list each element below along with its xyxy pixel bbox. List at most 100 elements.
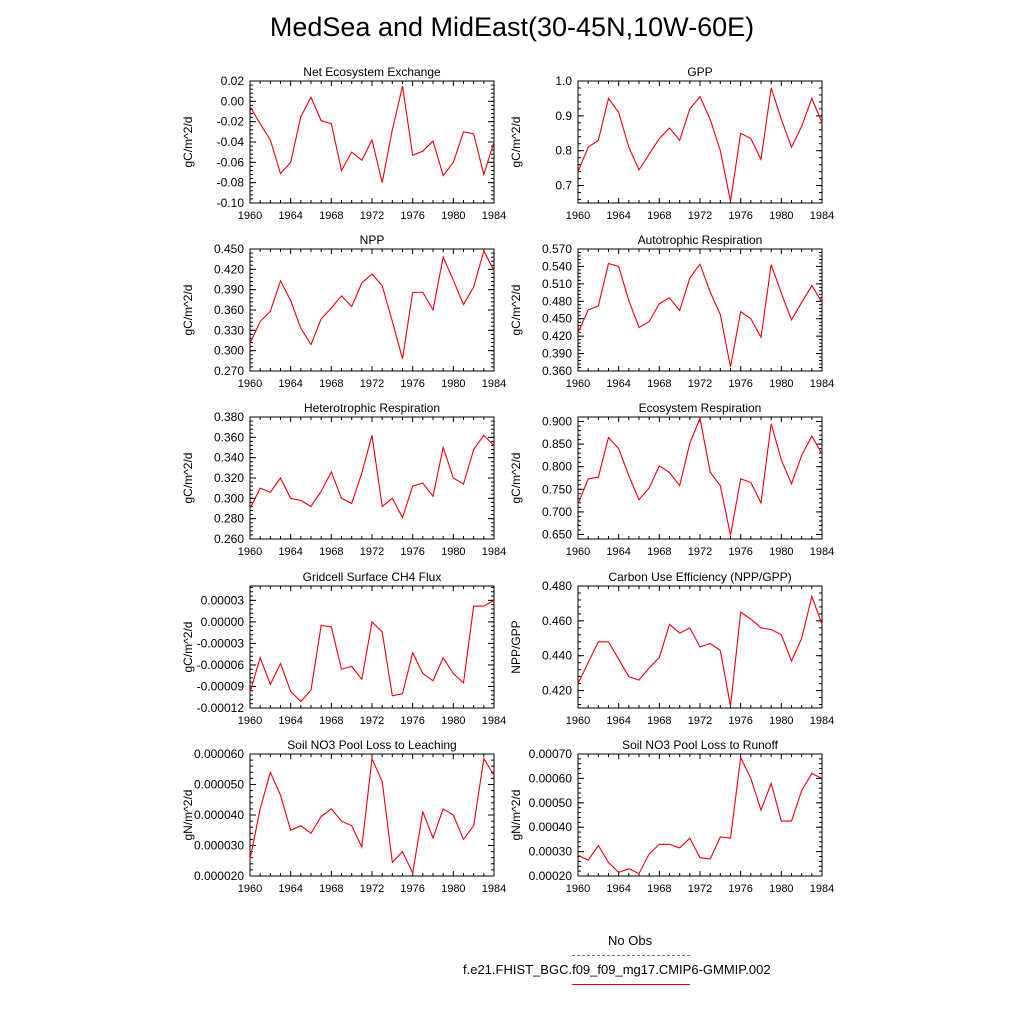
- x-tick-label: 1972: [360, 715, 384, 727]
- x-tick-label: 1960: [238, 883, 262, 895]
- x-tick-label: 1980: [441, 883, 465, 895]
- x-tick-label: 1980: [441, 378, 465, 390]
- x-tick-label: 1960: [566, 883, 590, 895]
- y-axis-label: gC/m^2/d: [181, 453, 195, 504]
- x-tick-label: 1964: [606, 378, 630, 390]
- plot-frame: [249, 585, 495, 709]
- y-axis-label: gC/m^2/d: [181, 622, 195, 673]
- x-tick-label: 1960: [566, 210, 590, 222]
- x-tick-label: 1984: [482, 883, 506, 895]
- plot-frame: [577, 248, 823, 372]
- y-tick-label: 0.340: [214, 451, 244, 465]
- y-tick-label: 0.260: [214, 532, 244, 546]
- y-tick-label: 0.510: [542, 277, 572, 291]
- x-tick-label: 1960: [566, 378, 590, 390]
- x-tick-label: 1968: [647, 210, 671, 222]
- y-tick-label: 0.00040: [529, 820, 573, 834]
- panel-7: Gridcell Surface CH4 Flux gC/m^2/d 1960 196…: [181, 570, 506, 727]
- x-tick-label: 1960: [566, 715, 590, 727]
- y-tick-label: 0.000060: [194, 747, 244, 761]
- y-tick-label: 0.000020: [194, 869, 244, 883]
- x-tick-label: 1964: [278, 883, 302, 895]
- y-tick-label: 0.900: [542, 415, 572, 429]
- panel-title: Carbon Use Efficiency (NPP/GPP): [608, 570, 791, 584]
- x-tick-label: 1964: [606, 883, 630, 895]
- x-tick-label: 1960: [238, 378, 262, 390]
- y-tick-label: -0.00012: [197, 701, 245, 715]
- y-tick-label: 0.000050: [194, 778, 244, 792]
- x-tick-label: 1984: [810, 883, 834, 895]
- x-tick-label: 1984: [810, 546, 834, 558]
- x-tick-label: 1980: [441, 715, 465, 727]
- x-tick-label: 1968: [319, 715, 343, 727]
- x-tick-label: 1972: [360, 378, 384, 390]
- panel-title: Ecosystem Respiration: [639, 401, 762, 415]
- y-tick-label: 0.00020: [529, 869, 573, 883]
- y-tick-label: 0.850: [542, 437, 572, 451]
- series-line: [577, 755, 823, 875]
- x-tick-label: 1964: [278, 210, 302, 222]
- x-tick-label: 1972: [688, 210, 712, 222]
- panel-1: Net Ecosystem Exchange gC/m^2/d 1960 1964 19…: [181, 65, 506, 222]
- y-tick-label: 0.390: [542, 347, 572, 361]
- y-tick-label: -0.08: [217, 176, 245, 190]
- y-tick-label: 0.440: [542, 649, 572, 663]
- y-tick-label: -0.10: [217, 196, 245, 210]
- y-tick-label: 0.450: [542, 312, 572, 326]
- y-tick-label: 0.00030: [529, 845, 573, 859]
- y-tick-label: 0.00060: [529, 771, 573, 785]
- series-line: [249, 599, 495, 703]
- y-tick-label: 0.750: [542, 482, 572, 496]
- x-tick-label: 1968: [319, 546, 343, 558]
- x-tick-label: 1972: [688, 883, 712, 895]
- x-tick-label: 1972: [688, 715, 712, 727]
- panel-10: Soil NO3 Pool Loss to Runoff gN/m^2/d 1960…: [509, 738, 834, 895]
- panel-8: Carbon Use Efficiency (NPP/GPP) NPP/GPP 19…: [509, 570, 834, 727]
- y-tick-label: 0.800: [542, 460, 572, 474]
- y-tick-label: 0.480: [542, 294, 572, 308]
- x-tick-label: 1964: [606, 715, 630, 727]
- y-tick-label: 0.360: [542, 364, 572, 378]
- x-tick-label: 1980: [769, 715, 793, 727]
- y-tick-label: 0.330: [214, 323, 244, 337]
- x-tick-label: 1972: [360, 546, 384, 558]
- x-tick-label: 1968: [647, 715, 671, 727]
- y-tick-label: -0.02: [217, 115, 245, 129]
- x-tick-label: 1976: [728, 715, 752, 727]
- x-tick-label: 1964: [278, 378, 302, 390]
- panel-title: NPP: [360, 233, 385, 247]
- x-tick-label: 1968: [647, 378, 671, 390]
- y-tick-label: 0.700: [542, 505, 572, 519]
- panel-title: Soil NO3 Pool Loss to Leaching: [287, 738, 456, 752]
- x-tick-label: 1984: [482, 546, 506, 558]
- x-tick-label: 1980: [769, 378, 793, 390]
- x-tick-label: 1980: [769, 883, 793, 895]
- y-tick-label: 0.270: [214, 364, 244, 378]
- x-tick-label: 1968: [319, 378, 343, 390]
- x-tick-label: 1964: [606, 210, 630, 222]
- y-tick-label: 0.570: [542, 242, 572, 256]
- y-tick-label: 0.380: [214, 410, 244, 424]
- x-tick-label: 1980: [441, 210, 465, 222]
- x-tick-label: 1968: [319, 210, 343, 222]
- series-line: [249, 434, 495, 520]
- x-tick-label: 1976: [400, 210, 424, 222]
- x-tick-label: 1976: [400, 883, 424, 895]
- x-tick-label: 1980: [769, 546, 793, 558]
- panel-title: Heterotrophic Respiration: [304, 401, 440, 415]
- y-axis-label: gN/m^2/d: [509, 790, 523, 841]
- series-line: [577, 87, 823, 202]
- x-tick-label: 1968: [647, 883, 671, 895]
- y-axis-label: gC/m^2/d: [181, 117, 195, 168]
- y-axis-label: gC/m^2/d: [509, 117, 523, 168]
- x-tick-label: 1968: [319, 883, 343, 895]
- panel-4: Autotrophic Respiration gC/m^2/d 1960 1964 1…: [509, 233, 834, 390]
- x-tick-label: 1960: [566, 546, 590, 558]
- x-tick-label: 1972: [688, 546, 712, 558]
- plot-frame: [577, 80, 823, 204]
- y-tick-label: 1.0: [555, 74, 572, 88]
- x-tick-label: 1984: [482, 715, 506, 727]
- y-tick-label: 0.300: [214, 491, 244, 505]
- y-tick-label: 0.420: [542, 329, 572, 343]
